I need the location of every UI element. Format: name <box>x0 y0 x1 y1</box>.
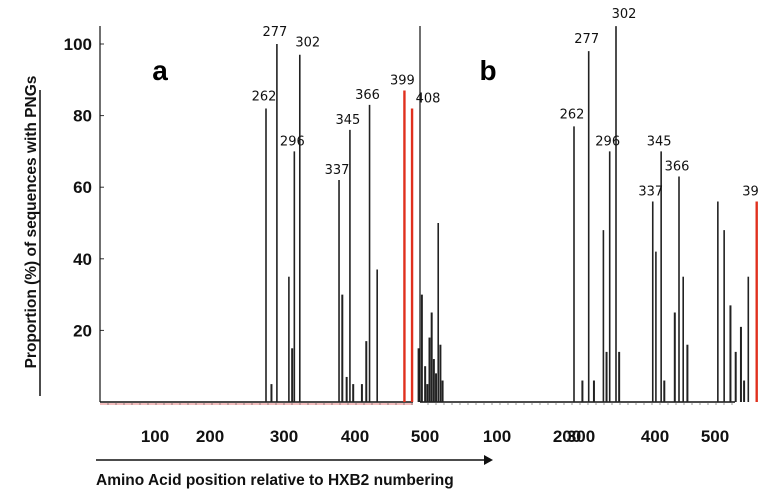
peak-label: 277 <box>262 25 287 40</box>
peak-label: 262 <box>560 107 585 122</box>
peak-label: 399 <box>742 185 758 200</box>
x-tick-label: 300 <box>270 427 298 446</box>
labels-layer: a262277296302337345366399408b26227729630… <box>152 7 758 200</box>
peak-label: 277 <box>574 32 599 47</box>
bars-layer <box>265 26 758 402</box>
x-tick-label: 300 <box>567 427 595 446</box>
panel-label: b <box>479 55 496 86</box>
peak-label: 399 <box>390 74 415 89</box>
y-tick-label: 20 <box>73 321 92 340</box>
x-tick-label: 200 <box>196 427 224 446</box>
x-tick-label: 500 <box>701 427 729 446</box>
y-tick-label: 60 <box>73 178 92 197</box>
x-tick-label: 400 <box>641 427 669 446</box>
x-axis-title: Amino Acid position relative to HXB2 num… <box>96 472 454 489</box>
peak-label: 366 <box>355 88 380 103</box>
x-tick-label: 400 <box>341 427 369 446</box>
x-tick-label: 500 <box>411 427 439 446</box>
peak-label: 366 <box>665 159 690 174</box>
y-tick-label: 40 <box>73 250 92 269</box>
x-tick-label: 100 <box>141 427 169 446</box>
peak-label: 296 <box>595 134 620 149</box>
peak-label: 337 <box>325 163 350 178</box>
peak-label: 345 <box>336 113 361 128</box>
peak-label: 302 <box>295 36 320 51</box>
peak-label: 337 <box>638 185 663 200</box>
x-axis-title-arrow <box>96 455 493 465</box>
peak-label: 345 <box>647 134 672 149</box>
peak-label: 296 <box>280 134 305 149</box>
y-tick-label: 80 <box>73 107 92 126</box>
x-tick-label: 100 <box>483 427 511 446</box>
peak-label: 262 <box>252 89 277 104</box>
panel-label: a <box>152 55 168 86</box>
y-tick-label: 100 <box>64 35 92 54</box>
peak-label: 302 <box>612 7 637 22</box>
peak-label: 408 <box>416 91 441 106</box>
x-tick-label: 200 <box>553 427 581 446</box>
y-axis-title: Proportion (%) of sequences with PNGs <box>23 76 40 369</box>
